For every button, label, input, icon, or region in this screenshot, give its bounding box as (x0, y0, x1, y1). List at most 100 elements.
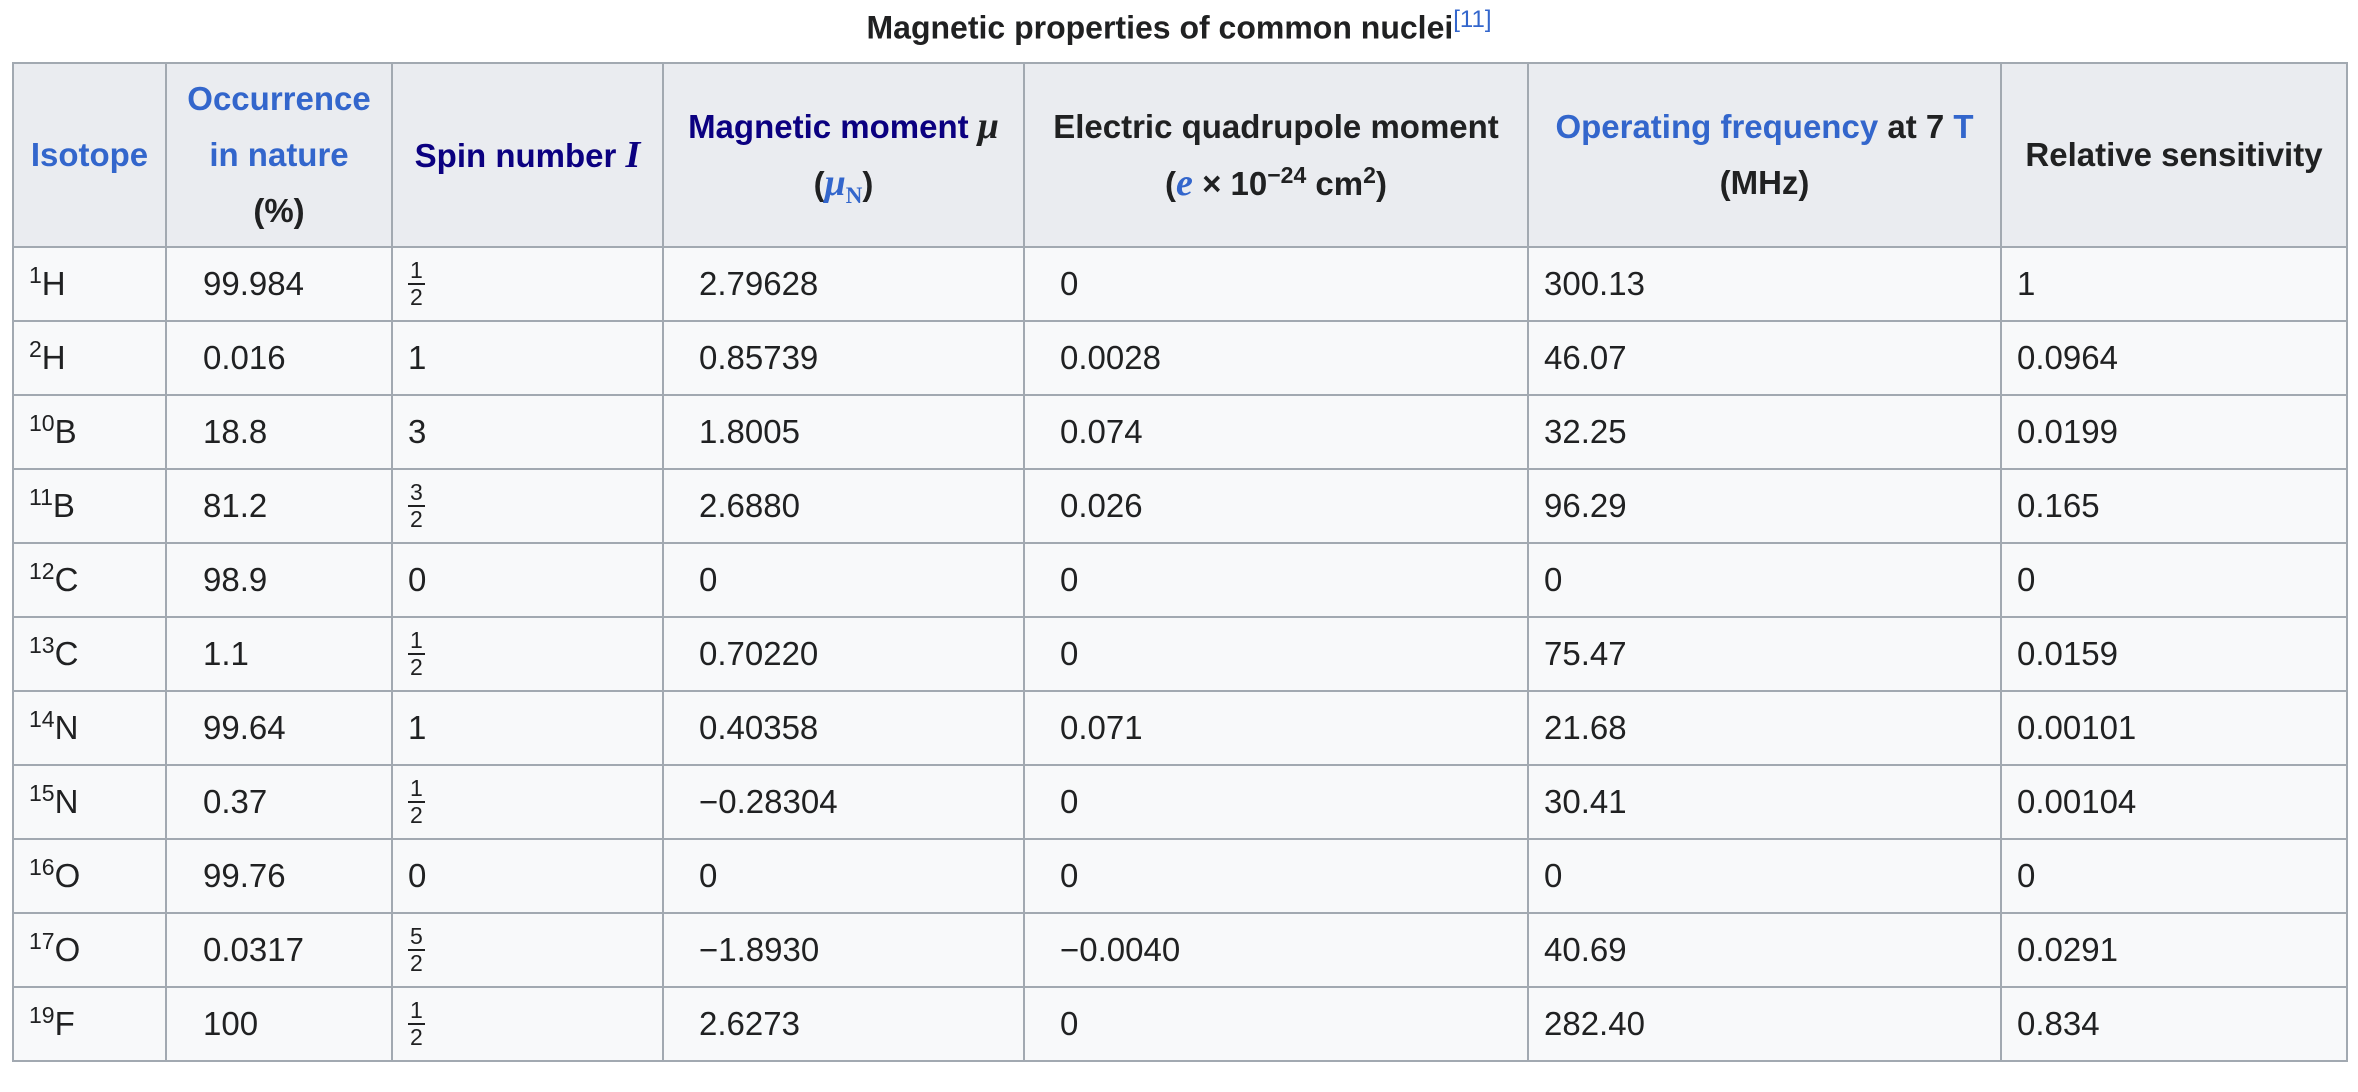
cell-value: 21.68 (1544, 709, 1627, 746)
table-row: 15N 0.37 1 2 −0.28304 0 30.41 0.00104 (12, 764, 2348, 840)
table-head: Isotope Occurrence in nature (%) Spin numb… (12, 62, 2348, 248)
table-cell: 0.074 (1023, 394, 1529, 470)
cell-value: 0.40358 (699, 709, 819, 746)
table-cell: 2.79628 (662, 246, 1025, 322)
table-cell: −1.8930 (662, 912, 1025, 988)
element-symbol: H (41, 265, 66, 302)
table-cell: 46.07 (1527, 320, 2002, 396)
cell-value: 40.69 (1544, 931, 1627, 968)
nuclei-table: Isotope Occurrence in nature (%) Spin numb… (12, 62, 2348, 1062)
mass-number: 19 (29, 1002, 55, 1028)
table-cell: 0 (391, 838, 664, 914)
cell-value: 0 (408, 857, 427, 894)
header-link[interactable]: Operating frequency (1555, 108, 1879, 145)
cell-value: 1 (408, 339, 427, 376)
cell-value: 0 (1060, 635, 1079, 672)
header-unit-symbol[interactable]: e (1176, 161, 1193, 204)
cell-value: 1.8005 (699, 413, 800, 450)
table-cell: 0.70220 (662, 616, 1025, 692)
mass-number: 14 (29, 706, 55, 732)
header-unit: ) (862, 165, 874, 202)
table-cell: 0.834 (2000, 986, 2348, 1062)
element-symbol: H (41, 339, 66, 376)
table-cell: 0.0028 (1023, 320, 1529, 396)
cell-value: 0.00101 (2017, 709, 2137, 746)
table-cell: 30.41 (1527, 764, 2002, 840)
cell-value: 1.1 (203, 635, 249, 672)
table-cell: 0 (1023, 246, 1529, 322)
mass-number: 12 (29, 558, 55, 584)
table-cell: 10B (12, 394, 167, 470)
cell-value: 0 (699, 561, 718, 598)
table-cell: 17O (12, 912, 167, 988)
cell-value: 32.25 (1544, 413, 1627, 450)
denominator: 2 (410, 802, 423, 828)
cell-value: 1 (408, 709, 427, 746)
table-row: 19F 100 1 2 2.6273 0 282.40 0.834 (12, 986, 2348, 1062)
table-cell: 99.64 (165, 690, 393, 766)
cell-value: −0.28304 (699, 783, 838, 820)
table-cell: 0.0317 (165, 912, 393, 988)
table-cell: 15N (12, 764, 167, 840)
cell-value: 0.37 (203, 783, 268, 820)
table-cell: 0 (391, 542, 664, 618)
header-cell: Relative sensitivity (2000, 62, 2348, 248)
table-cell: 13C (12, 616, 167, 692)
header-unit: cm (1306, 164, 1364, 202)
header-unit-symbol[interactable]: μ (824, 162, 846, 204)
table-row: 10B 18.8 3 1.8005 0.074 32.25 0.0199 (12, 394, 2348, 470)
numerator: 1 (408, 627, 425, 655)
cell-value: 0 (1060, 265, 1079, 302)
cell-value: 0.834 (2017, 1005, 2100, 1042)
table-body: 1H 99.984 1 2 2.79628 0 300.13 1 2H 0.016 1 0.85739… (12, 246, 2348, 1062)
table-cell: 16O (12, 838, 167, 914)
table-cell: 2.6880 (662, 468, 1025, 544)
cell-value: −1.8930 (699, 931, 820, 968)
header-link[interactable]: in nature (209, 136, 349, 173)
numerator: 5 (408, 923, 425, 951)
numerator: 3 (408, 479, 425, 507)
mass-number: 2 (29, 336, 42, 362)
cell-value: 0 (1060, 1005, 1079, 1042)
table-cell: 19F (12, 986, 167, 1062)
header-link[interactable]: Magnetic moment (688, 108, 969, 145)
table-cell: 2.6273 (662, 986, 1025, 1062)
table-cell: 18.8 (165, 394, 393, 470)
header-link[interactable]: Spin number (414, 136, 617, 174)
cell-value: 0.0159 (2017, 635, 2118, 672)
table-cell: 1 (391, 320, 664, 396)
mass-number: 16 (29, 854, 55, 880)
mass-number: 1 (29, 262, 42, 288)
table-row: 17O 0.0317 5 2 −1.8930 −0.0040 40.69 0.0291 (12, 912, 2348, 988)
table-cell: 11B (12, 468, 167, 544)
element-symbol: N (54, 709, 79, 746)
header-link[interactable]: Occurrence (187, 80, 371, 117)
table-cell: 0 (1023, 764, 1529, 840)
header-link[interactable]: Isotope (30, 136, 149, 173)
header-cell: Spin number I (391, 62, 664, 248)
reference[interactable]: [11] (1453, 6, 1492, 33)
cell-value: 0 (1544, 857, 1563, 894)
header-cell: Electric quadrupole moment (e × 10−24 cm2… (1023, 62, 1529, 248)
cell-value: 99.64 (203, 709, 286, 746)
header-cell: Operating frequency at 7 T (MHz) (1527, 62, 2002, 248)
header-link[interactable]: T (1953, 108, 1974, 145)
table-caption: Magnetic properties of common nuclei[11] (0, 6, 2358, 47)
cell-value: −0.0040 (1060, 931, 1181, 968)
element-symbol: B (52, 487, 75, 524)
cell-value: 1 (2017, 265, 2036, 302)
cell-value: 0.00104 (2017, 783, 2137, 820)
table-cell: 1 (2000, 246, 2348, 322)
cell-value: 282.40 (1544, 1005, 1645, 1042)
cell-value: 0 (1544, 561, 1563, 598)
table-cell: 0 (1023, 616, 1529, 692)
numerator: 1 (408, 775, 425, 803)
denominator: 2 (410, 654, 423, 680)
table-cell: 0.00104 (2000, 764, 2348, 840)
table-cell: 0 (1527, 542, 2002, 618)
cell-value: 0.165 (2017, 487, 2100, 524)
